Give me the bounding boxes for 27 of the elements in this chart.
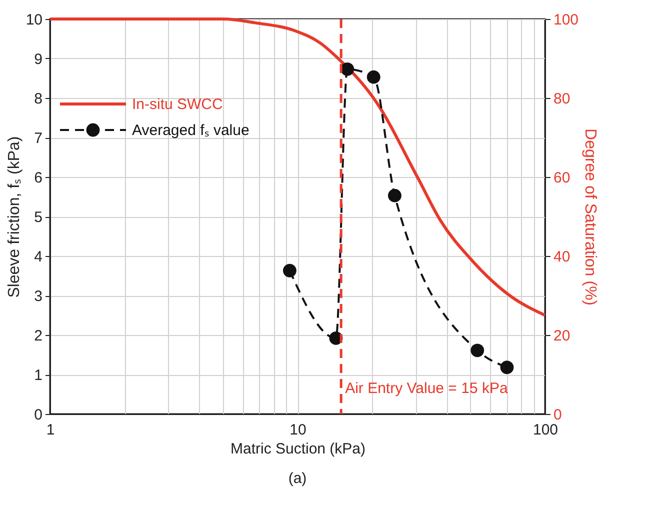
x-axis-title: Matric Suction (kPa) [230, 440, 366, 458]
y-tick-label: 5 [34, 209, 42, 226]
x-tick-label: 100 [532, 422, 558, 438]
y-tick-label: 0 [34, 406, 42, 424]
y2-tick-label: 80 [554, 90, 570, 108]
text: (a) [288, 470, 307, 487]
y2-tick-label: 0 [554, 406, 562, 424]
y2-tick-label: 20 [554, 328, 570, 344]
x-tick-label: 10 [290, 422, 306, 438]
legend-label: In-situ SWCC [132, 96, 224, 113]
y-tick-label: 9 [34, 51, 42, 68]
y2-tick-label: 100 [554, 12, 579, 28]
y-tick-label: 3 [34, 288, 42, 305]
y-axis-title: Sleeve friction, fₛ (kPa) [6, 136, 23, 298]
y-tick-label: 1 [34, 367, 42, 384]
y-tick-label: 6 [34, 170, 42, 186]
y-tick-label: 10 [26, 12, 42, 28]
y-tick-label: 7 [34, 130, 42, 147]
y-tick-label: 8 [34, 90, 42, 108]
y-tick-label: 4 [34, 248, 42, 266]
y2-tick-label: 40 [554, 248, 570, 266]
x-tick-label: 1 [46, 422, 55, 438]
ref-line-label: Air Entry Value = 15 kPa [345, 380, 508, 397]
legend-label: Averaged fₛ value [132, 122, 250, 139]
y2-tick-label: 60 [554, 170, 570, 186]
y-tick-label: 2 [34, 328, 42, 344]
y2-axis-title: Degree of Saturation (%) [582, 128, 599, 306]
